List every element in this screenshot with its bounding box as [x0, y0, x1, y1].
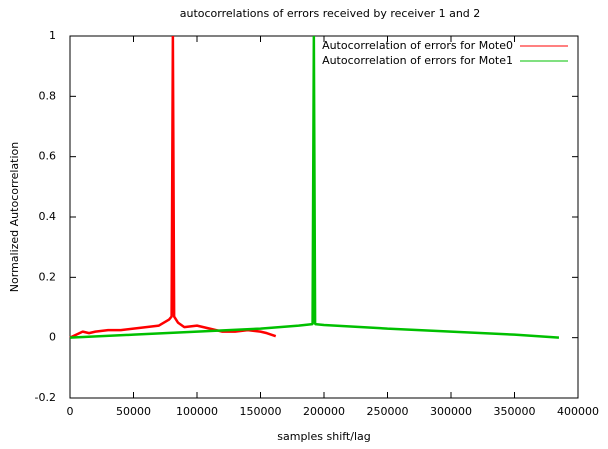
- data-line: [69, 35, 277, 339]
- legend-label: Autocorrelation of errors for Mote1: [322, 54, 513, 67]
- x-axis-label: samples shift/lag: [277, 430, 370, 443]
- x-tick-label: 50000: [116, 405, 151, 418]
- chart-title: autocorrelations of errors received by r…: [180, 7, 481, 20]
- y-tick-label: 0.4: [39, 210, 57, 223]
- x-tick-label: 250000: [367, 405, 409, 418]
- y-tick-label: 0: [49, 331, 56, 344]
- y-tick-label: 0.6: [39, 150, 57, 163]
- legend-label: Autocorrelation of errors for Mote0: [322, 39, 513, 52]
- y-tick-label: 0.2: [39, 270, 57, 283]
- x-tick-label: 100000: [176, 405, 218, 418]
- x-tick-label: 150000: [240, 405, 282, 418]
- y-axis-label: Normalized Autocorrelation: [8, 142, 21, 292]
- x-tick-label: 400000: [557, 405, 599, 418]
- y-tick-label: 1: [49, 29, 56, 42]
- x-tick-label: 350000: [494, 405, 536, 418]
- plot-border: [69, 35, 579, 399]
- x-tick-label: 200000: [303, 405, 345, 418]
- x-tick-label: 300000: [430, 405, 472, 418]
- y-tick-label: -0.2: [35, 391, 56, 404]
- data-line: [69, 35, 560, 339]
- y-tick-label: 0.8: [39, 89, 57, 102]
- x-tick-label: 0: [67, 405, 74, 418]
